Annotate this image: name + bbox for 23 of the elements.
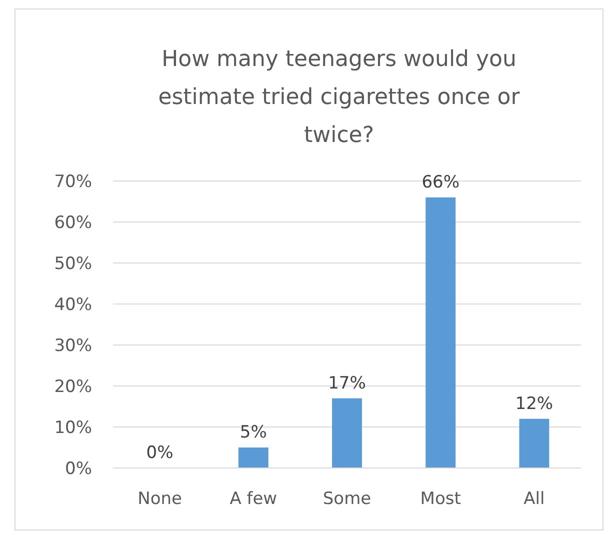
data-label: 66% <box>422 172 460 192</box>
data-label: 12% <box>515 394 554 414</box>
x-tick-label: Some <box>322 489 372 509</box>
chart-title: How many teenagers would you estimate tried cigarettes once or twice? <box>158 47 521 148</box>
x-tick-label: Most <box>420 489 462 509</box>
x-tick-label: None <box>138 489 182 509</box>
bar <box>519 418 550 468</box>
data-label: 17% <box>328 373 366 394</box>
y-tick-label: 10% <box>54 418 92 438</box>
y-tick-label: 40% <box>54 295 92 315</box>
y-tick-label: 60% <box>54 213 92 233</box>
y-tick-label: 70% <box>54 172 92 192</box>
bar <box>332 398 362 468</box>
bar <box>238 448 268 468</box>
data-label: 0% <box>146 443 174 463</box>
y-tick-label: 50% <box>54 254 92 274</box>
y-tick-label: 20% <box>54 377 92 397</box>
data-label: 5% <box>240 422 267 442</box>
y-tick-label: 30% <box>54 336 92 356</box>
x-tick-label: A few <box>230 489 278 509</box>
x-tick-label: All <box>524 489 545 509</box>
y-tick-label: 0% <box>65 459 92 479</box>
bar <box>426 197 456 468</box>
